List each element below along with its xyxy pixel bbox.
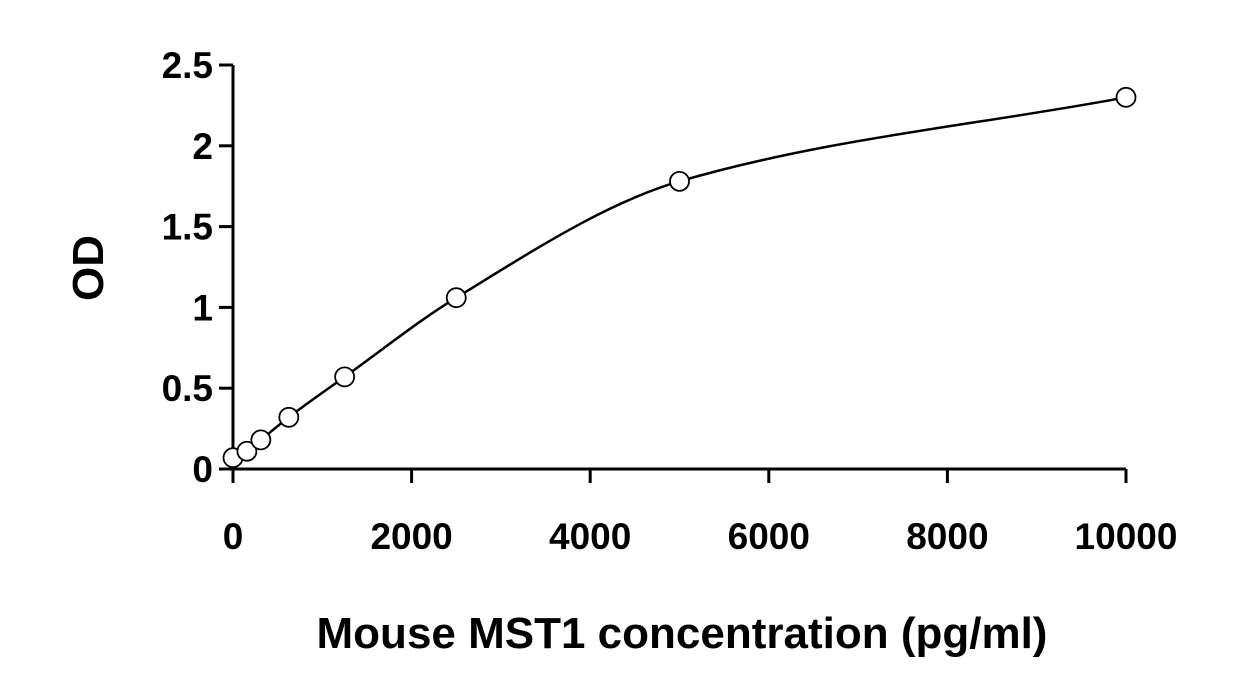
data-point xyxy=(334,366,356,388)
y-tick-label: 2 xyxy=(192,126,213,167)
data-point xyxy=(250,429,272,451)
y-tick-label: 0 xyxy=(192,449,213,490)
x-tick-label: 8000 xyxy=(906,516,988,557)
x-axis-title: Mouse MST1 concentration (pg/ml) xyxy=(317,609,1048,658)
data-point xyxy=(1115,86,1137,108)
data-point xyxy=(236,440,258,462)
data-point xyxy=(669,170,690,192)
y-tick-label: 1 xyxy=(192,287,213,328)
y-axis-ticks: 0 0.5 1 1.5 2 2.5 xyxy=(162,45,233,490)
y-tick-label: 2.5 xyxy=(162,45,213,86)
fit-curve xyxy=(232,96,1127,459)
x-axis-ticks: 0 2000 4000 6000 8000 10000 xyxy=(223,469,1178,557)
data-point xyxy=(278,406,300,428)
x-tick-label: 0 xyxy=(223,516,244,557)
y-tick-label: 1.5 xyxy=(162,207,213,248)
x-tick-label: 4000 xyxy=(549,516,631,557)
data-points xyxy=(222,86,1137,469)
x-tick-label: 2000 xyxy=(370,516,452,557)
x-tick-label: 6000 xyxy=(728,516,810,557)
x-tick-label: 10000 xyxy=(1075,516,1178,557)
data-point xyxy=(445,287,467,309)
y-tick-label: 0.5 xyxy=(162,368,213,409)
y-axis-title: OD xyxy=(64,235,113,301)
